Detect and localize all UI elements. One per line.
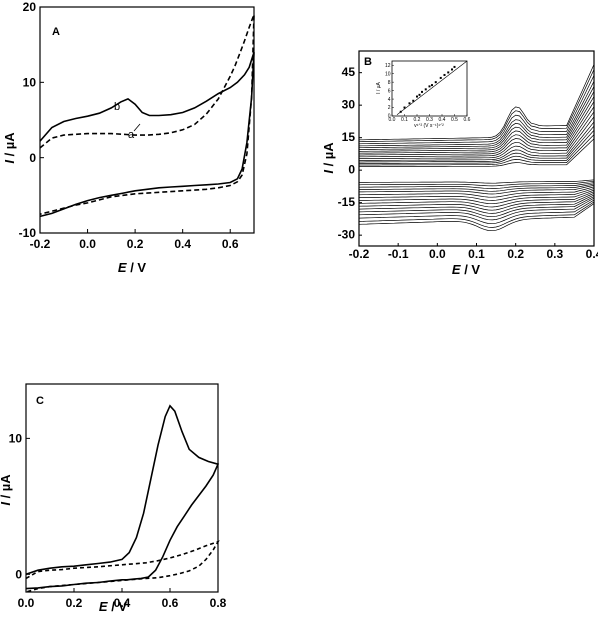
panel-c-x-axis-label: E / V	[99, 599, 128, 612]
panel-b-inset-x-tick-label: 0.4	[439, 117, 446, 123]
panel-b-x-tick-label: 0.1	[468, 247, 485, 261]
panel-b-inset-y-tick-label: 6	[388, 88, 391, 94]
panel-b-inset-point	[443, 73, 446, 76]
panel-c-x-tick-label: 0.2	[66, 596, 83, 610]
panel-b-x-tick-label: 0.2	[507, 247, 524, 261]
panel-b-inset-point	[408, 102, 411, 105]
panel-b-inset-x-tick-label: 0.6	[464, 117, 471, 123]
panel-c-series-1-line	[25, 404, 220, 590]
panel-b-inset-content: 0.0 0.1 0.2 0.3 0.4 0.5 0.6 0 2 4 6 8 10 12	[385, 60, 471, 123]
panel-c-x-tick-label: 0.6	[162, 596, 179, 610]
panel-b-inset-point	[451, 68, 453, 71]
panel-c-y-tick-label: 0	[15, 568, 22, 582]
panel-b-inset-point	[431, 84, 433, 87]
panel-b-inset-point	[439, 76, 442, 79]
panel-a: -0.2 0.0 0.2 0.4 0.6 -10 0 10 20 A b a E / V I …	[2, 0, 255, 275]
panel-b-y-tick-label: 45	[342, 65, 356, 79]
panel-b-y-tick-label: 30	[342, 97, 356, 111]
panel-b-inset-point	[403, 106, 406, 109]
panel-c-y-axis-label: I / µA	[0, 474, 13, 506]
panel-b-x-axis-label: E / V	[452, 262, 481, 277]
panel-a-y-axis-label: I / µA	[2, 132, 17, 164]
panel-b-inset: 0.0 0.1 0.2 0.3 0.4 0.5 0.6 0 2 4 6 8 10 12 v¹ᐟ² (V s…	[376, 60, 471, 129]
panel-b-inset-point	[447, 71, 450, 74]
panel-b-inset-y-tick-label: 2	[388, 105, 391, 111]
panel-b-x-tick-label: -0.1	[388, 247, 409, 261]
panel-a-y-tick-label: 0	[29, 151, 36, 165]
panel-a-plot-frame	[39, 6, 255, 234]
panel-a-label-pointer-a	[133, 123, 141, 132]
panel-b-y-axis-label: I / µA	[321, 142, 336, 174]
panel-b-scan-16-line	[358, 64, 595, 232]
panel-b-label: B	[364, 56, 372, 68]
panel-b-inset-point	[418, 93, 421, 96]
panel-b-inset-fit-line	[396, 60, 468, 115]
panel-a-x-tick-label: 0.2	[127, 237, 144, 251]
panel-b-inset-point	[399, 110, 402, 113]
panel-a-series-a-line	[39, 14, 255, 215]
panel-a-x-tick-label: -0.2	[30, 237, 51, 251]
panel-b-inset-x-tick-label: 0.0	[389, 117, 396, 123]
panel-b-y-tick-label: 0	[348, 162, 355, 176]
panel-a-x-axis-label: E / V	[118, 260, 147, 275]
panel-a-x-tick-label: 0.6	[222, 237, 239, 251]
panel-a-y-tick-label: -10	[19, 226, 37, 240]
panel-c-curves	[25, 404, 220, 593]
panel-a-curve-label-a: a	[128, 129, 135, 141]
panel-b-inset-point	[416, 95, 418, 98]
panel-b-inset-frame	[391, 60, 468, 117]
panel-c-x-tick-label: 0.4	[114, 596, 131, 610]
panel-b-y-tick-label: -30	[338, 227, 356, 241]
panel-a-series-b-line	[39, 51, 255, 218]
panel-b-inset-point	[453, 65, 456, 68]
panel-c-plot-frame	[25, 383, 219, 593]
panel-a-y-axis: -10 0 10 20	[19, 0, 44, 240]
panel-c-y-tick-label: 10	[9, 432, 23, 446]
panel-b-inset-x-label: v¹ᐟ² (V s⁻¹)¹ᐟ²	[414, 123, 444, 129]
panel-a-label: A	[52, 26, 60, 38]
panel-a-y-tick-label: 20	[23, 0, 37, 14]
panel-b-x-tick-label: -0.2	[349, 247, 370, 261]
panel-a-x-tick-label: 0.4	[174, 237, 191, 251]
panel-b-inset-point	[434, 81, 437, 84]
panel-b-x-axis: -0.2 -0.1 0.0 0.1 0.2 0.3 0.4	[349, 243, 598, 261]
panel-b-inset-x-tick-label: 0.5	[451, 117, 458, 123]
panel-c-x-tick-label: 0.0	[18, 596, 35, 610]
panel-b-inset-point	[412, 99, 415, 102]
panel-a-x-tick-label: 0.0	[79, 237, 96, 251]
panel-b-inset-y-tick-label: 0	[388, 114, 391, 120]
panel-b-x-tick-label: 0.3	[546, 247, 563, 261]
panel-b-x-tick-label: 0.4	[586, 247, 598, 261]
panel-c: 0.0 0.2 0.4 0.6 0.8 0 10 C E / V I / µA	[0, 383, 227, 614]
panel-a-x-axis: -0.2 0.0 0.2 0.4 0.6	[30, 229, 239, 251]
panel-b-inset-x-tick-label: 0.3	[426, 117, 433, 123]
panel-b-curves	[358, 64, 595, 232]
panel-b-y-tick-label: -15	[338, 195, 356, 209]
panel-b-inset-x-tick-label: 0.2	[414, 117, 421, 123]
panel-c-x-axis: 0.0 0.2 0.4 0.6 0.8	[18, 588, 227, 610]
panel-b-x-tick-label: 0.0	[429, 247, 446, 261]
panel-b-inset-y-tick-label: 10	[385, 71, 391, 77]
panel-b-inset-y-tick-label: 12	[385, 63, 391, 69]
panel-b-inset-point	[428, 85, 431, 88]
panel-b-inset-y-label: I / µA	[376, 81, 382, 93]
panel-b-inset-y-tick-label: 4	[388, 97, 391, 103]
panel-c-y-axis: 0 10	[9, 432, 30, 582]
panel-c-label: C	[36, 395, 44, 407]
panel-b-inset-x-tick-label: 0.1	[401, 117, 408, 123]
panel-b-inset-y-tick-label: 8	[388, 80, 391, 86]
panel-a-y-tick-label: 10	[23, 76, 37, 90]
panel-a-curve-label-b: b	[114, 101, 120, 113]
panel-b-y-tick-label: 15	[342, 130, 356, 144]
panel-b-y-axis: -30 -15 0 15 30 45	[338, 65, 362, 241]
panel-b-inset-point	[424, 88, 427, 91]
panel-a-curves	[39, 14, 255, 218]
panel-c-x-tick-label: 0.8	[210, 596, 227, 610]
panel-b-inset-point	[421, 90, 423, 93]
